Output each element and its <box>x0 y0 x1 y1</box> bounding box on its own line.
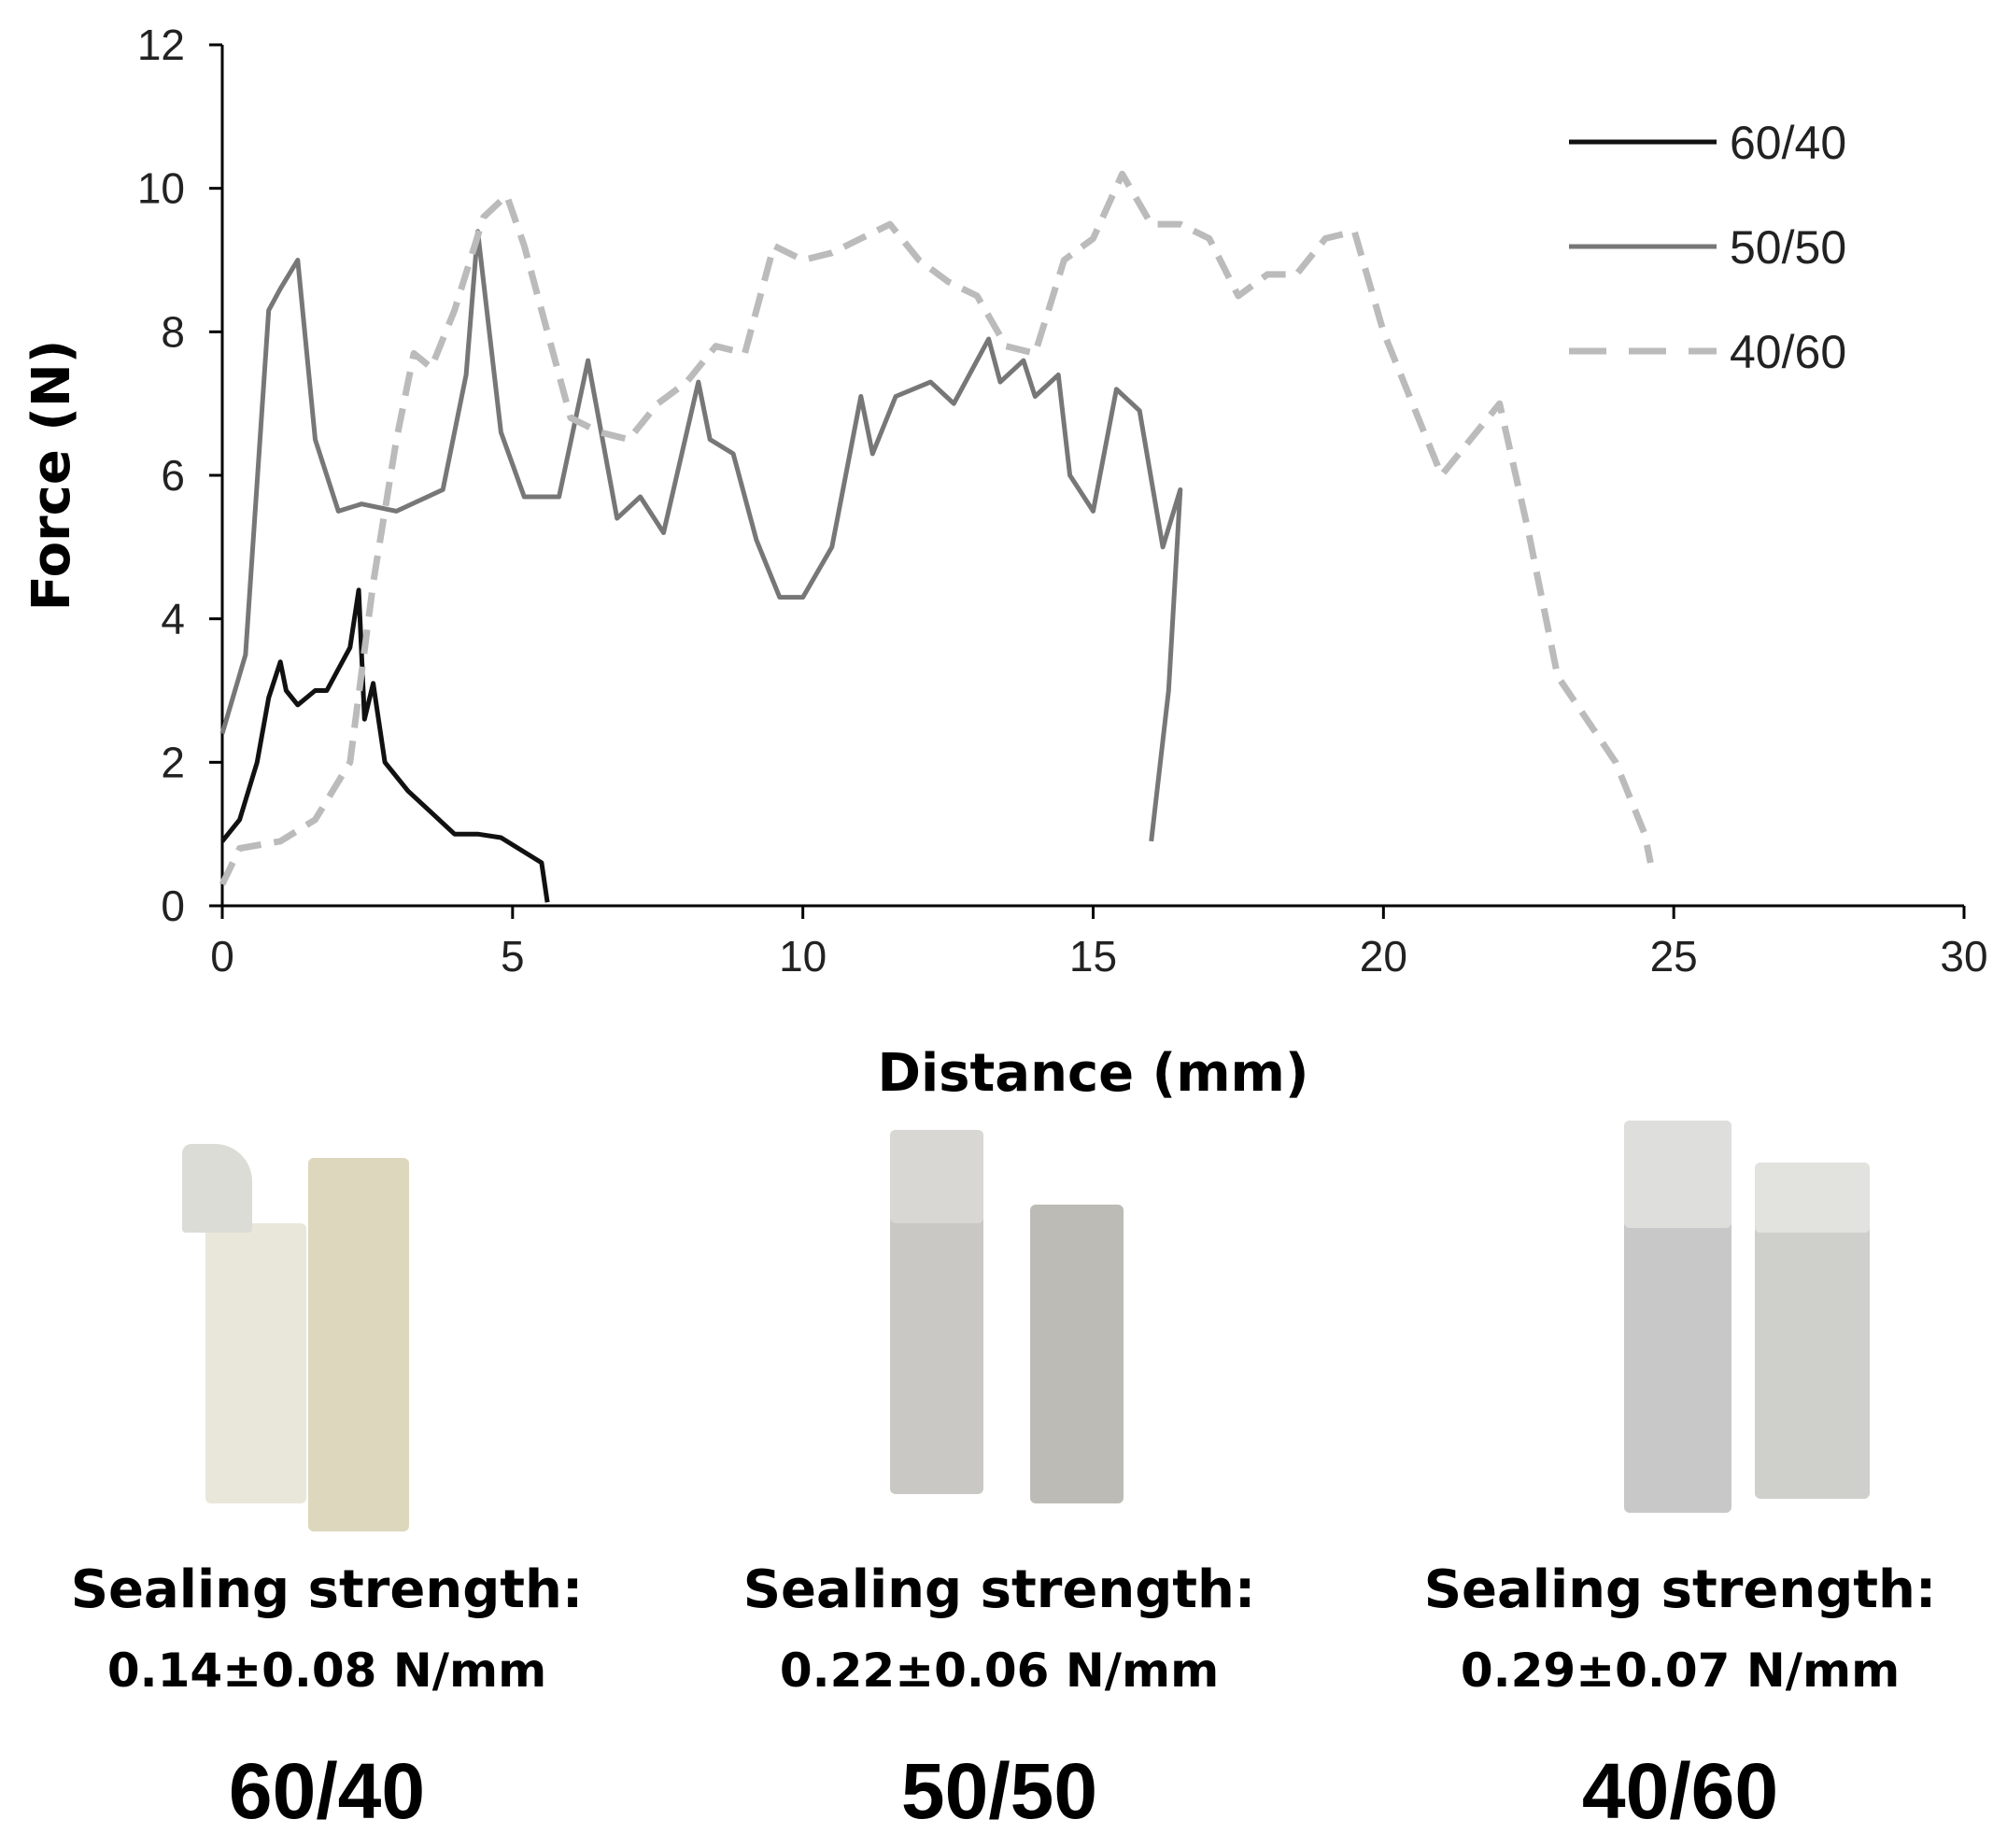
y-tick-label: 0 <box>161 882 185 930</box>
x-tick-label: 5 <box>501 932 525 980</box>
sample-panel-40-60: Sealing strength: 0.29±0.07 N/mm 40/60 <box>1353 1111 2007 1848</box>
x-tick-label: 30 <box>1940 932 1987 980</box>
sample-name: 40/60 <box>1581 1747 1779 1835</box>
sealing-strength-label: Sealing strength: <box>1423 1559 1937 1620</box>
x-tick-label: 10 <box>779 932 827 980</box>
sample-strip-seal-zone <box>1755 1163 1870 1233</box>
force-distance-chart: 0 5 10 15 20 25 30 0 2 4 6 8 10 12 60/40 50/50 40/60 Di… <box>21 21 1988 1104</box>
sealing-strength-label: Sealing strength: <box>70 1559 584 1620</box>
sample-strip <box>205 1223 306 1503</box>
legend-label: 40/60 <box>1730 326 1846 378</box>
sample-strip-seal-zone <box>1624 1121 1731 1228</box>
sample-strip-seal-zone <box>890 1130 983 1223</box>
sealing-strength-value: 0.14±0.08 N/mm <box>106 1643 547 1698</box>
sealing-strength-label: Sealing strength: <box>742 1559 1256 1620</box>
series-line-60-40 <box>220 587 550 903</box>
sample-photo <box>0 1111 654 1541</box>
sample-panel-60-40: Sealing strength: 0.14±0.08 N/mm 60/40 <box>0 1111 654 1848</box>
legend-label: 60/40 <box>1730 117 1846 169</box>
sample-name: 50/50 <box>900 1747 1098 1835</box>
chart-axes: 0 5 10 15 20 25 30 0 2 4 6 8 10 12 <box>137 21 1988 980</box>
series-line-40-60 <box>219 170 1654 886</box>
x-tick-label: 15 <box>1069 932 1117 980</box>
series-line-50-50 <box>219 229 1183 842</box>
sample-strip-torn-flap <box>182 1144 252 1233</box>
sealing-strength-value: 0.22±0.06 N/mm <box>779 1643 1220 1698</box>
x-tick-label: 0 <box>210 932 234 980</box>
y-tick-label: 2 <box>161 738 185 786</box>
series-layer <box>219 170 1654 903</box>
y-tick-label: 10 <box>137 164 185 213</box>
sample-photo <box>1353 1111 2007 1541</box>
sample-name: 60/40 <box>228 1747 426 1835</box>
sample-photo <box>672 1111 1326 1541</box>
sample-panels: Sealing strength: 0.14±0.08 N/mm 60/40 S… <box>0 1111 2007 1848</box>
x-tick-label: 20 <box>1360 932 1407 980</box>
sample-strip <box>308 1158 409 1531</box>
x-axis-title: Distance (mm) <box>878 1043 1309 1104</box>
sample-strip <box>1030 1205 1124 1503</box>
y-tick-label: 4 <box>161 595 185 643</box>
sealing-strength-value: 0.29±0.07 N/mm <box>1460 1643 1901 1698</box>
legend-label: 50/50 <box>1730 221 1846 274</box>
y-tick-label: 6 <box>161 451 185 500</box>
y-axis-title: Force (N) <box>21 340 82 612</box>
chart-legend: 60/40 50/50 40/60 <box>1569 117 1846 378</box>
y-tick-label: 8 <box>161 307 185 356</box>
x-tick-label: 25 <box>1650 932 1698 980</box>
y-tick-label: 12 <box>137 21 185 69</box>
sample-panel-50-50: Sealing strength: 0.22±0.06 N/mm 50/50 <box>672 1111 1326 1848</box>
